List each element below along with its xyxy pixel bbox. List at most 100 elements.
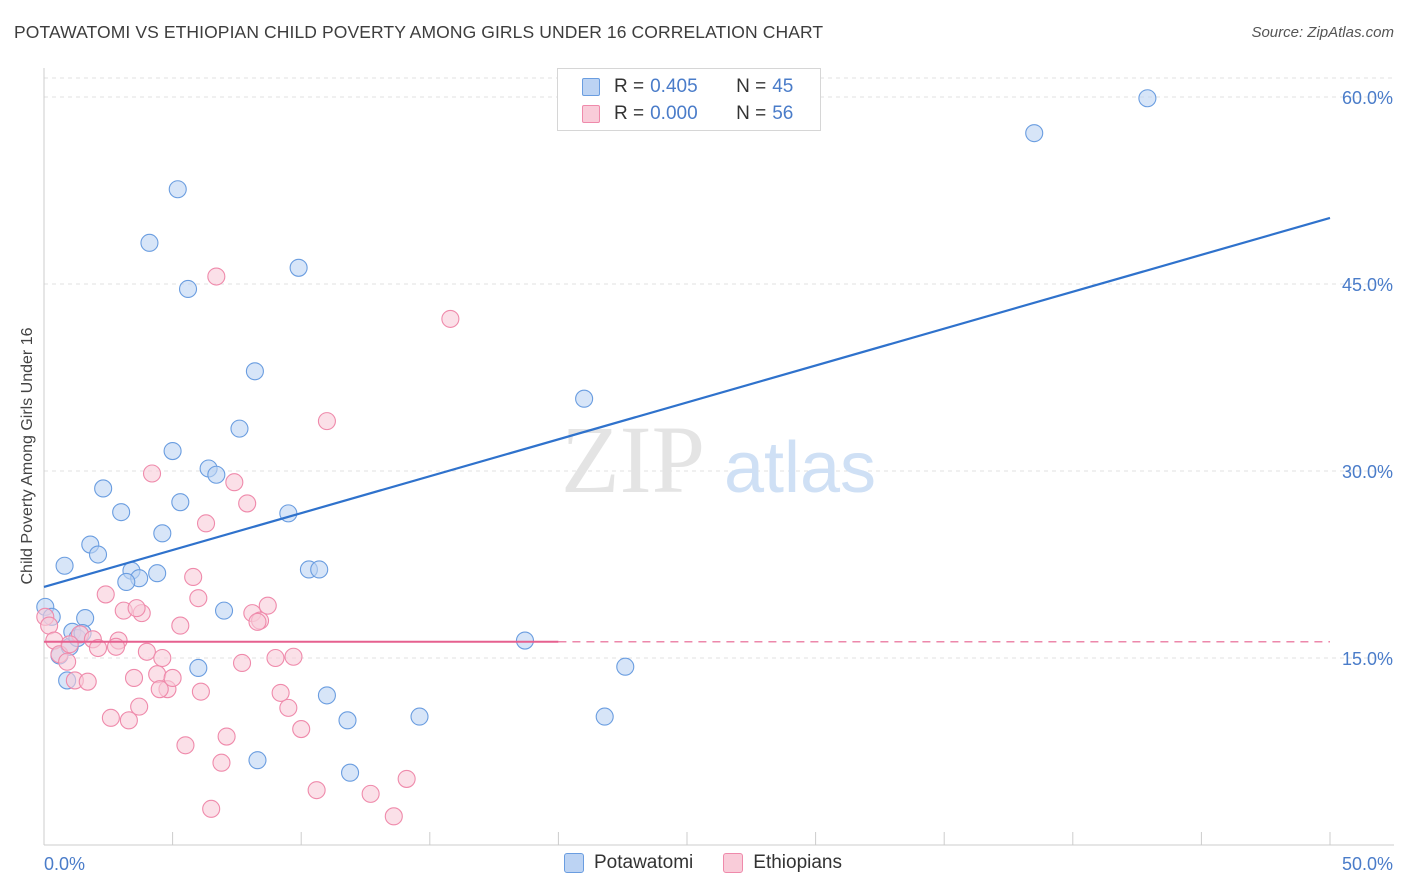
watermark-zip: ZIP xyxy=(561,406,705,513)
potawatomi-point xyxy=(289,258,308,277)
trend-lines xyxy=(43,216,1331,643)
x-tick-label: 0.0% xyxy=(44,854,85,874)
potawatomi-point xyxy=(207,465,226,484)
n-value: 56 xyxy=(772,103,794,124)
ethiopians-point xyxy=(232,653,252,673)
potawatomi-point xyxy=(140,233,159,252)
ethiopians-point xyxy=(271,683,290,702)
stats-row-ethiopians: R = 0.000 N = 56 xyxy=(582,102,793,126)
ethiopians-point xyxy=(307,781,326,800)
data-points xyxy=(36,89,1157,826)
ethiopians-point xyxy=(207,267,226,286)
potawatomi-point xyxy=(338,711,357,730)
r-label: R = xyxy=(614,103,645,124)
potawatomi-point xyxy=(616,657,635,676)
ethiopians-point xyxy=(284,647,303,666)
r-value: 0.405 xyxy=(650,76,698,97)
potawatomi-point xyxy=(148,564,167,583)
legend-label-ethiopians: Ethiopians xyxy=(753,852,842,873)
x-tick-labels: 0.0% 50.0% xyxy=(44,854,1393,874)
potawatomi-point xyxy=(112,503,131,522)
ethiopians-point xyxy=(248,612,267,631)
watermark: ZIP atlas xyxy=(561,406,876,513)
n-label: N = xyxy=(736,76,767,97)
potawatomi-point xyxy=(171,493,190,512)
legend-label-potawatomi: Potawatomi xyxy=(593,852,694,873)
ethiopians-point xyxy=(238,494,257,513)
legend-item-potawatomi[interactable]: Potawatomi xyxy=(563,852,694,874)
legend: Potawatomi Ethiopians xyxy=(0,852,1406,874)
ethiopians-point xyxy=(60,635,79,654)
r-value: 0.000 xyxy=(650,103,698,124)
potawatomi-point xyxy=(178,279,198,299)
potawatomi-point xyxy=(575,389,594,408)
ethiopians-point xyxy=(292,720,311,739)
y-tick-label: 15.0% xyxy=(1342,649,1393,669)
n-label: N = xyxy=(736,103,767,124)
chart-title: POTAWATOMI VS ETHIOPIAN CHILD POVERTY AM… xyxy=(14,22,824,42)
ethiopians-point xyxy=(217,727,236,746)
potawatomi-point xyxy=(189,658,208,678)
ethiopians-point xyxy=(397,769,416,788)
r-label: R = xyxy=(614,76,645,97)
potawatomi-point xyxy=(515,631,535,650)
ethiopians-point xyxy=(196,514,216,533)
potawatomi-point xyxy=(248,751,267,770)
ethiopians-point xyxy=(127,599,146,618)
legend-swatch-potawatomi xyxy=(563,853,584,873)
y-tick-labels: 15.0% 30.0% 45.0% 60.0% xyxy=(1342,88,1393,669)
ethiopians-point xyxy=(137,642,156,661)
axes xyxy=(43,68,1394,846)
ethiopians-point xyxy=(384,807,403,826)
potawatomi-point xyxy=(117,572,136,592)
ethiopians-point xyxy=(124,668,144,687)
ethiopians-point xyxy=(189,589,208,608)
stats-row-potawatomi: R = 0.405 N = 45 xyxy=(582,75,793,99)
potawatomi-point xyxy=(341,763,360,782)
ethiopians-point xyxy=(176,736,195,755)
ethiopians-point xyxy=(171,616,190,635)
n-value: 45 xyxy=(772,76,794,97)
legend-swatch-ethiopians xyxy=(723,853,744,873)
ethiopians-point xyxy=(119,711,138,730)
ethiopians-point xyxy=(191,682,210,701)
watermark-atlas: atlas xyxy=(724,428,876,508)
legend-item-ethiopians[interactable]: Ethiopians xyxy=(723,852,842,874)
ethiopians-point xyxy=(101,708,120,727)
potawatomi-point xyxy=(153,524,172,543)
x-tick-label: 50.0% xyxy=(1342,854,1393,874)
y-tick-label: 45.0% xyxy=(1342,275,1393,295)
potawatomi-point xyxy=(94,479,113,498)
ethiopians-point xyxy=(148,665,167,684)
ethiopians-point xyxy=(184,567,203,587)
potawatomi-point xyxy=(595,707,614,726)
ethiopians-point xyxy=(58,652,77,671)
y-axis-label: Child Poverty Among Girls Under 16 xyxy=(19,327,36,584)
y-tick-label: 30.0% xyxy=(1342,462,1393,482)
ethiopians-point xyxy=(130,697,149,716)
ethiopians-point xyxy=(78,672,97,691)
potawatomi-point xyxy=(245,362,264,381)
potawatomi-point xyxy=(1025,124,1044,143)
ethiopians-point xyxy=(279,698,298,717)
ethiopians-point xyxy=(317,412,336,431)
ethiopians-swatch xyxy=(582,105,600,123)
ethiopians-point xyxy=(88,638,108,658)
potawatomi-point xyxy=(88,545,108,564)
ethiopians-point xyxy=(96,585,115,604)
potawatomi-trend-line xyxy=(43,216,1331,588)
potawatomi-point xyxy=(163,442,182,461)
stats-box: R = 0.405 N = 45 R = 0.000 N = 56 xyxy=(557,68,821,131)
ethiopians-point xyxy=(225,473,244,492)
ethiopians-point xyxy=(266,648,285,668)
potawatomi-point xyxy=(76,609,95,628)
source-label: Source: ZipAtlas.com xyxy=(1251,24,1394,41)
potawatomi-point xyxy=(310,560,329,579)
ethiopians-point xyxy=(202,799,221,818)
ethiopians-point xyxy=(258,596,277,615)
ethiopians-point xyxy=(441,309,460,328)
ethiopians-point xyxy=(153,648,172,668)
ethiopians-point xyxy=(212,753,231,772)
potawatomi-point xyxy=(230,419,249,438)
